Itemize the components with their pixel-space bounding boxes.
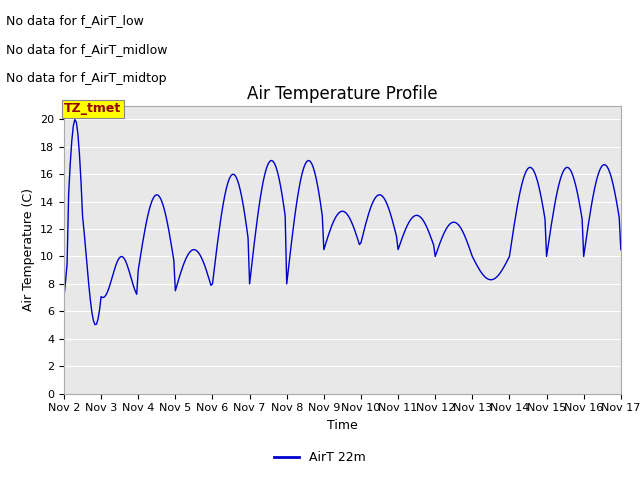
Text: TZ_tmet: TZ_tmet [65,102,122,115]
X-axis label: Time: Time [327,419,358,432]
Text: No data for f_AirT_midlow: No data for f_AirT_midlow [6,43,168,56]
Legend: AirT 22m: AirT 22m [269,446,371,469]
Text: No data for f_AirT_low: No data for f_AirT_low [6,14,144,27]
Y-axis label: Air Temperature (C): Air Temperature (C) [22,188,35,311]
Text: No data for f_AirT_midtop: No data for f_AirT_midtop [6,72,167,85]
Title: Air Temperature Profile: Air Temperature Profile [247,84,438,103]
